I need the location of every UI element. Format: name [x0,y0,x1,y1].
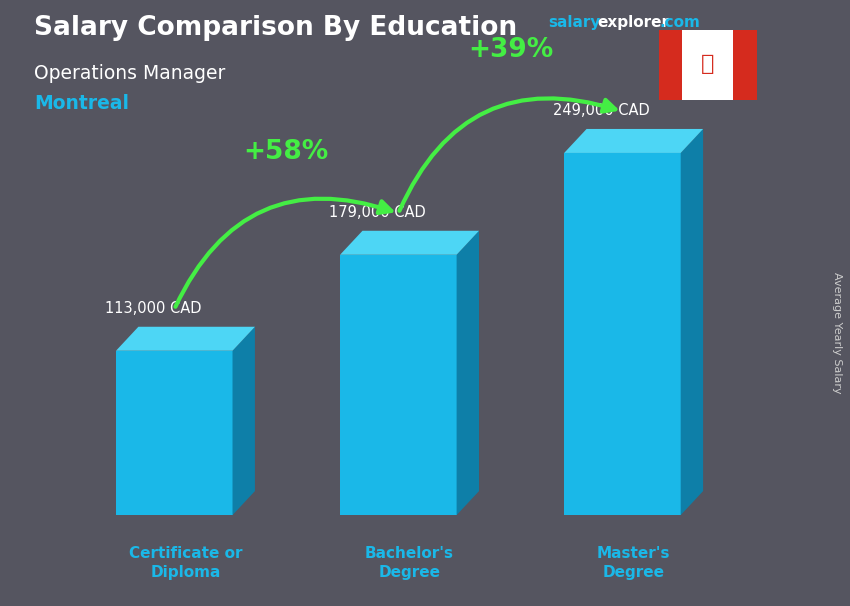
Text: Operations Manager: Operations Manager [34,64,225,82]
Polygon shape [340,255,456,515]
Text: explorer: explorer [598,15,670,30]
Text: Montreal: Montreal [34,94,129,113]
Polygon shape [456,231,479,515]
Polygon shape [564,129,703,153]
Bar [659,30,683,100]
FancyBboxPatch shape [656,27,759,103]
Text: salary: salary [548,15,601,30]
Bar [733,30,757,100]
Text: Salary Comparison By Education: Salary Comparison By Education [34,15,517,41]
Text: +58%: +58% [244,139,329,165]
Text: 249,000 CAD: 249,000 CAD [553,103,649,118]
Polygon shape [233,327,255,515]
Text: 113,000 CAD: 113,000 CAD [105,301,201,316]
Text: Average Yearly Salary: Average Yearly Salary [832,273,842,394]
Text: Master's
Degree: Master's Degree [597,545,671,581]
Text: .com: .com [660,15,700,30]
Text: Certificate or
Diploma: Certificate or Diploma [128,545,242,581]
Polygon shape [681,129,703,515]
Polygon shape [116,327,255,351]
Text: 179,000 CAD: 179,000 CAD [329,205,426,220]
Text: +39%: +39% [468,38,553,64]
Text: Bachelor's
Degree: Bachelor's Degree [365,545,454,581]
Polygon shape [116,351,233,515]
Text: 🍁: 🍁 [701,55,714,75]
Polygon shape [564,153,681,515]
Polygon shape [340,231,479,255]
